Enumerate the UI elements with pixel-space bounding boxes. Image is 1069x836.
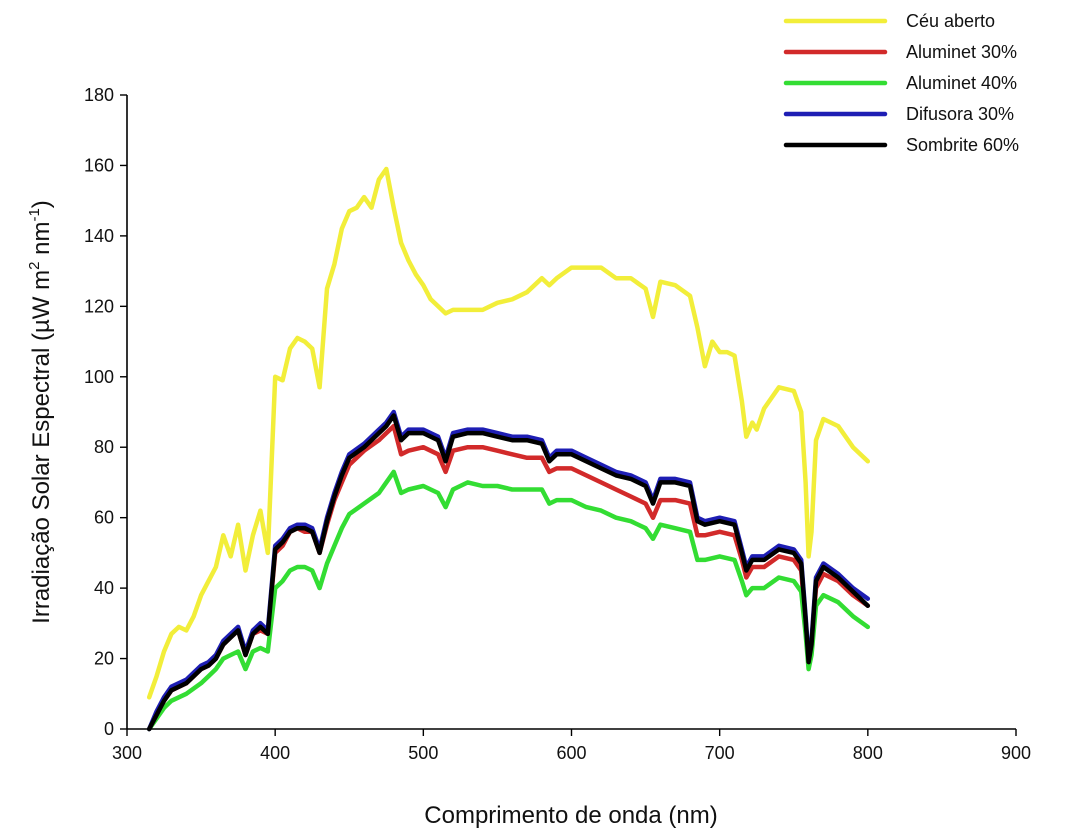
x-axis-title: Comprimento de onda (nm): [424, 802, 717, 829]
y-axis-title-sup1: 2: [26, 262, 43, 270]
x-tick-label: 700: [705, 743, 735, 763]
x-tick-label: 400: [260, 743, 290, 763]
legend-label-4: Sombrite 60%: [906, 135, 1019, 155]
y-tick-label: 40: [94, 578, 114, 598]
x-tick-label: 500: [408, 743, 438, 763]
legend: Céu aberto Aluminet 30% Aluminet 40% Difuso…: [783, 11, 1019, 155]
legend-label-0: Céu aberto: [906, 11, 995, 31]
series-line-2: [146, 469, 871, 732]
y-tick-label: 180: [84, 85, 114, 105]
y-axis-title-mid: nm: [28, 222, 55, 262]
x-tick-label: 300: [112, 743, 142, 763]
y-tick-label: 140: [84, 226, 114, 246]
legend-label-3: Difusora 30%: [906, 104, 1014, 124]
y-ticks: 0 20 40 60 80 100 120 140 160 180: [84, 85, 127, 739]
y-tick-label: 0: [104, 719, 114, 739]
x-tick-label: 600: [556, 743, 586, 763]
y-axis-title-main: Irradiação Solar Espectral (µW m: [28, 270, 55, 624]
axes: [126, 95, 1016, 730]
y-tick-label: 160: [84, 155, 114, 175]
series-line-0: [146, 166, 871, 700]
series-line-4: [146, 413, 871, 732]
y-tick-label: 80: [94, 437, 114, 457]
y-tick-label: 60: [94, 508, 114, 528]
y-axis-title-sup2: -1: [26, 208, 43, 221]
series-line-1: [146, 423, 871, 732]
series-line-3: [146, 409, 871, 732]
y-axis-title-end: ): [28, 200, 55, 208]
x-tick-label: 800: [853, 743, 883, 763]
legend-label-1: Aluminet 30%: [906, 42, 1017, 62]
x-tick-label: 900: [1001, 743, 1031, 763]
legend-label-2: Aluminet 40%: [906, 73, 1017, 93]
y-tick-label: 100: [84, 367, 114, 387]
y-tick-label: 20: [94, 649, 114, 669]
plot-area: [146, 166, 871, 732]
y-tick-label: 120: [84, 296, 114, 316]
x-ticks: 300 400 500 600 700 800 900: [112, 729, 1031, 763]
y-axis-title: Irradiação Solar Espectral (µW m2 nm-1): [26, 200, 55, 624]
